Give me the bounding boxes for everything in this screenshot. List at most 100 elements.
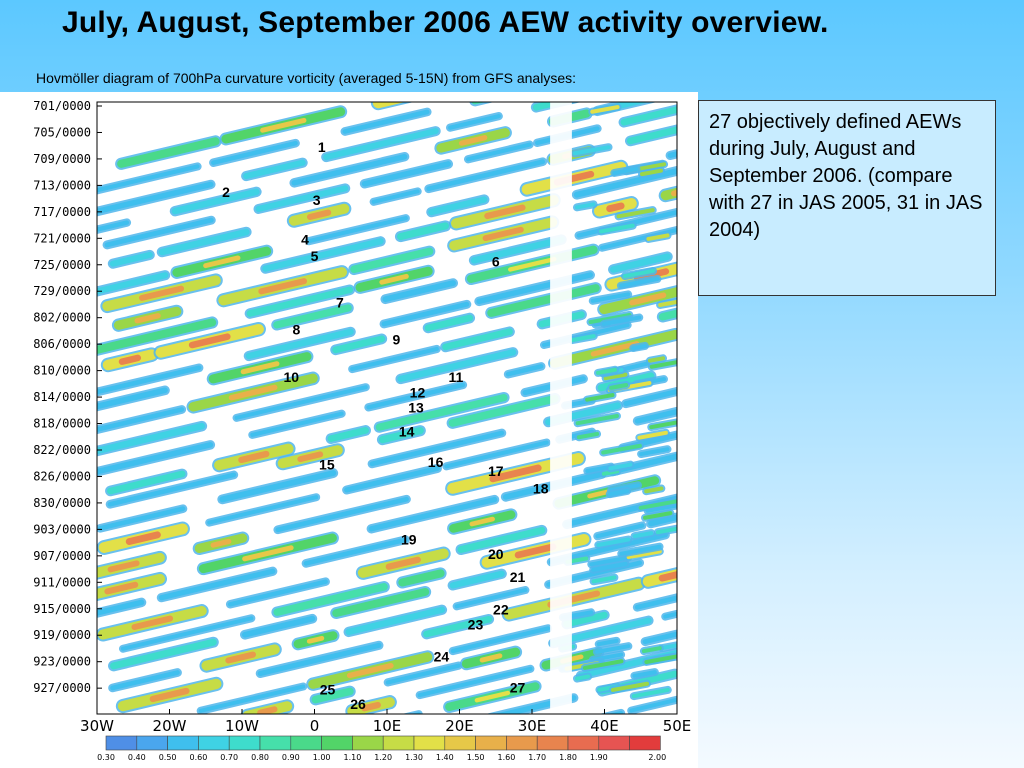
vorticity-streak-core (97, 365, 202, 395)
vorticity-streak-core (448, 114, 501, 130)
vorticity-streak-peak (297, 451, 324, 463)
vorticity-streak-core (97, 407, 185, 433)
vorticity-streak-core (332, 587, 430, 618)
vorticity-streak-core (369, 430, 505, 467)
wave-label: 1 (318, 139, 326, 155)
vorticity-streak-peak (482, 226, 524, 242)
colorbar-cell (382, 735, 415, 751)
colorbar-cell (536, 735, 569, 751)
y-tick-label: 717/0000 (33, 205, 91, 219)
wave-label: 11 (448, 369, 463, 385)
vorticity-streak-core (442, 328, 513, 351)
vorticity-streak-core (642, 631, 677, 645)
vorticity-streak-core (448, 394, 559, 427)
vorticity-streak-core (590, 105, 620, 114)
vorticity-streak-core (366, 382, 466, 410)
wave-label: 17 (488, 463, 504, 479)
vorticity-streak-core (623, 388, 677, 407)
vorticity-streak-core (242, 615, 316, 638)
vorticity-streak-core (618, 276, 660, 288)
vorticity-streak-peak (458, 135, 488, 146)
vorticity-streak-core (397, 349, 517, 383)
vorticity-streak-core (211, 140, 298, 165)
vorticity-streak-core (596, 537, 631, 547)
colorbar-label: 2.00 (648, 753, 666, 762)
y-tick-label: 919/0000 (33, 628, 91, 642)
y-tick-label: 818/0000 (33, 417, 91, 431)
wave-label: 16 (428, 454, 444, 470)
vorticity-streak-core (109, 251, 153, 267)
vorticity-streak-peak (306, 209, 332, 220)
colorbar: 0.30 0.40 0.50 0.60 0.70 0.80 0.90 1.00 1.10 1.20… (97, 735, 666, 762)
vorticity-streak-peak (385, 556, 421, 570)
colorbar-cell (629, 735, 661, 751)
y-tick-label: 705/0000 (33, 125, 91, 139)
vorticity-streak-peak (210, 538, 232, 548)
vorticity-streak-core (198, 684, 306, 713)
vorticity-streak-core (649, 360, 677, 369)
vorticity-streak-core (610, 253, 671, 273)
vorticity-streak-peak (104, 581, 139, 595)
vorticity-streak-core (385, 663, 461, 685)
wave-label: 20 (488, 546, 504, 562)
vorticity-streak-core (641, 646, 662, 654)
vorticity-streak-core (634, 408, 677, 424)
vorticity-streak-core (660, 643, 677, 651)
vorticity-streak-core (417, 666, 533, 698)
vorticity-streak-core (97, 422, 206, 455)
vorticity-streak-core (588, 312, 632, 325)
vorticity-streak-core (465, 142, 532, 162)
vorticity-streak-core (327, 427, 369, 442)
vorticity-streak-core (599, 223, 635, 234)
vorticity-streak-core (646, 233, 670, 241)
wave-label: 18 (533, 480, 549, 496)
vorticity-streak-peak (238, 450, 270, 464)
y-tick-label: 721/0000 (33, 231, 91, 245)
vorticity-streak-peak (258, 278, 308, 295)
wave-label: 14 (399, 423, 415, 439)
slide-title: July, August, September 2006 AEW activit… (62, 6, 829, 39)
wave-label: 8 (292, 322, 300, 338)
vorticity-streak-core (645, 503, 677, 513)
wave-label: 7 (336, 294, 344, 310)
vorticity-streak-peak (590, 341, 640, 357)
vorticity-streak-core (303, 537, 408, 566)
vorticity-streak-core (306, 216, 408, 244)
vorticity-streak-core (608, 462, 633, 471)
colorbar-label: 1.30 (405, 753, 423, 762)
vorticity-streak-core (660, 187, 677, 201)
vorticity-streak-peak (134, 313, 161, 324)
vorticity-streak-core (350, 247, 434, 274)
x-tick-label: 10E (373, 717, 402, 735)
vorticity-streak-core (107, 470, 186, 495)
vorticity-streak-core (97, 387, 168, 410)
vorticity-streak-core (629, 697, 677, 713)
vorticity-streak-peak (484, 204, 526, 220)
y-tick-label: 830/0000 (33, 496, 91, 510)
colorbar-cell (444, 735, 476, 751)
vorticity-streak-core (601, 443, 642, 455)
vorticity-streak-core (573, 167, 677, 198)
colorbar-label: 0.40 (128, 753, 146, 762)
y-tick-label: 826/0000 (33, 469, 91, 483)
vorticity-streak-peak (125, 531, 161, 545)
vorticity-streak-core (171, 188, 260, 215)
vorticity-streak-core (97, 181, 214, 215)
vorticity-streak-peak (260, 117, 307, 133)
vorticity-streak-core (612, 166, 639, 175)
vorticity-streak-core (563, 611, 608, 628)
vorticity-streak-core (381, 301, 470, 327)
colorbar-cell (413, 735, 446, 751)
vorticity-streak-peak (131, 615, 174, 631)
y-tick-label: 810/0000 (33, 364, 91, 378)
y-tick-label: 814/0000 (33, 390, 91, 404)
colorbar-label: 0.80 (251, 753, 269, 762)
vorticity-streak-peak (508, 256, 557, 272)
vorticity-streak-core (457, 526, 546, 554)
colorbar-cell (352, 735, 384, 751)
vorticity-streak-core (207, 495, 319, 525)
colorbar-label: 0.90 (282, 753, 300, 762)
vorticity-streak-core (575, 414, 619, 426)
wave-label: 15 (319, 457, 335, 473)
y-tick-label: 729/0000 (33, 284, 91, 298)
